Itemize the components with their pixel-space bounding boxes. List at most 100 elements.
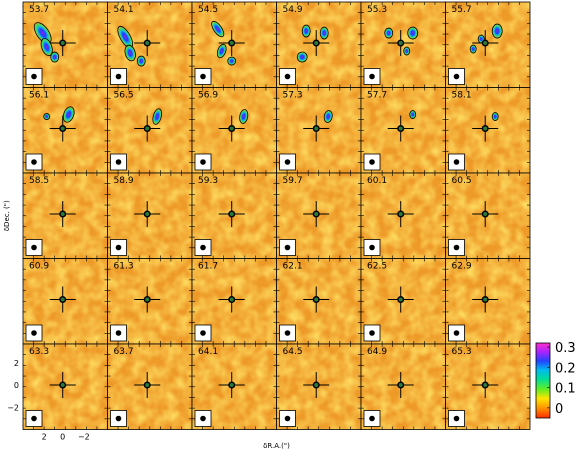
channel-panel: 62.5 — [360, 258, 446, 345]
colorbar-tick-label: 0 — [555, 402, 563, 417]
velocity-label: 54.1 — [114, 5, 134, 15]
beam-ellipse — [115, 244, 122, 251]
channel-panel: 54.5 — [191, 1, 277, 88]
source-marker-core — [398, 297, 403, 302]
velocity-label: 63.7 — [114, 347, 134, 357]
beam-ellipse — [115, 73, 122, 80]
velocity-label: 53.7 — [29, 5, 49, 15]
beam-ellipse — [31, 330, 37, 336]
emission-contour — [62, 106, 75, 123]
channel-panel: 57.7 — [360, 87, 446, 174]
channel-panel: 58.1 — [445, 87, 531, 174]
beam-ellipse — [284, 244, 291, 251]
velocity-label: 64.5 — [283, 347, 303, 357]
channel-panel: 62.9 — [445, 258, 531, 345]
channel-panel: 60.5 — [445, 172, 531, 259]
channel-panel: 62.1 — [276, 258, 362, 345]
beam-ellipse — [453, 73, 460, 80]
source-marker-core — [229, 41, 234, 46]
source-marker-core — [60, 212, 65, 217]
beam-ellipse — [453, 330, 460, 336]
source-marker-core — [60, 383, 65, 388]
emission-contour — [407, 26, 419, 40]
emission-contour — [323, 110, 333, 123]
emission-contour — [211, 20, 225, 38]
emission-contour — [216, 43, 227, 59]
source-marker-core — [483, 41, 488, 46]
colorbar-gradient — [535, 342, 551, 419]
source-marker-core — [229, 212, 234, 217]
source-marker-core — [483, 212, 488, 217]
channel-panel: 54.1 — [107, 1, 193, 88]
emission-contour — [239, 109, 249, 124]
channel-panel: 58.9 — [107, 172, 193, 259]
emission-contour — [124, 44, 136, 62]
velocity-label: 55.3 — [367, 5, 387, 15]
channel-panel: 59.7 — [276, 172, 362, 259]
velocity-label: 57.3 — [283, 91, 303, 101]
channel-panel: 60.1 — [360, 172, 446, 259]
x-tick-label: 2 — [42, 433, 47, 442]
velocity-label: 58.1 — [452, 91, 472, 101]
channel-panel: 63.7 — [107, 343, 193, 430]
emission-contour — [301, 24, 311, 38]
channel-panel: 56.9 — [191, 87, 277, 174]
channel-panel: 64.9 — [360, 343, 446, 430]
velocity-label: 60.1 — [367, 176, 387, 186]
beam-ellipse — [200, 244, 206, 251]
emission-contour — [491, 112, 499, 121]
beam-ellipse — [115, 159, 122, 165]
velocity-label: 54.5 — [198, 5, 218, 15]
source-marker-core — [145, 41, 150, 46]
x-axis-label: δR.A.(") — [263, 442, 290, 450]
velocity-label: 56.5 — [114, 91, 134, 101]
source-marker-core — [314, 126, 319, 131]
beam-ellipse — [453, 415, 460, 422]
source-marker-core — [145, 126, 150, 131]
source-marker-core — [398, 212, 403, 217]
velocity-label: 59.3 — [198, 176, 218, 186]
channel-panel: 56.1 — [22, 87, 108, 174]
source-marker-core — [229, 383, 234, 388]
emission-contour — [152, 108, 162, 125]
velocity-label: 58.5 — [29, 176, 49, 186]
source-marker-core — [398, 383, 403, 388]
emission-contour — [409, 110, 417, 119]
beam-ellipse — [200, 415, 206, 422]
channel-panel: 63.3 — [22, 343, 108, 430]
colorbar-tick-label: 0.1 — [555, 382, 576, 397]
channel-panel: 54.9 — [276, 1, 362, 88]
channel-panel: 59.3 — [191, 172, 277, 259]
source-marker-core — [145, 297, 150, 302]
velocity-label: 57.7 — [367, 91, 387, 101]
beam-ellipse — [115, 415, 122, 422]
source-marker-core — [314, 212, 319, 217]
beam-ellipse — [284, 415, 291, 422]
velocity-label: 60.5 — [452, 176, 472, 186]
source-marker-core — [145, 383, 150, 388]
beam-ellipse — [31, 415, 37, 422]
velocity-label: 64.1 — [198, 347, 218, 357]
velocity-label: 60.9 — [29, 262, 49, 272]
velocity-label: 62.5 — [367, 262, 387, 272]
beam-ellipse — [31, 244, 37, 251]
velocity-label: 54.9 — [283, 5, 303, 15]
beam-ellipse — [284, 73, 291, 80]
beam-ellipse — [453, 244, 460, 251]
source-marker-core — [314, 297, 319, 302]
velocity-label: 56.9 — [198, 91, 218, 101]
beam-ellipse — [369, 73, 375, 80]
channel-panel: 58.5 — [22, 172, 108, 259]
source-marker-core — [314, 383, 319, 388]
channel-panel: 61.7 — [191, 258, 277, 345]
emission-contour — [319, 26, 329, 40]
channel-panel: 64.1 — [191, 343, 277, 430]
emission-contour — [43, 113, 51, 120]
channel-panel: 64.5 — [276, 343, 362, 430]
beam-ellipse — [369, 159, 375, 165]
velocity-label: 55.7 — [452, 5, 472, 15]
y-axis-label: δDec. (") — [3, 200, 11, 231]
beam-ellipse — [200, 330, 206, 336]
source-marker-core — [60, 126, 65, 131]
